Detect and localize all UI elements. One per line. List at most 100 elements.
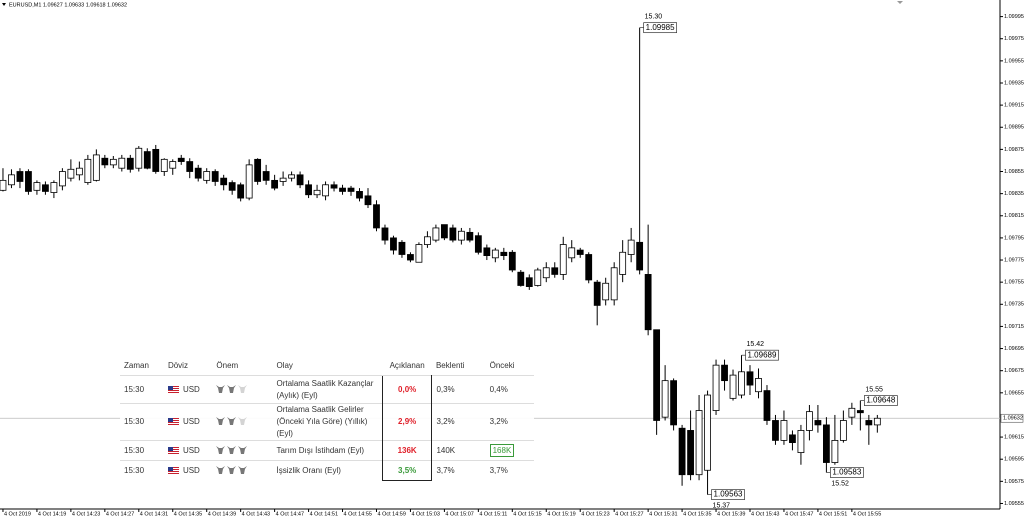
candle-body <box>203 171 211 181</box>
importance-icons <box>216 466 248 475</box>
time-cell: 15:30 <box>120 460 164 481</box>
calendar-row: 15:30 USD Ortalama Saatlik Kazançlar (Aylı… <box>120 375 534 404</box>
candle-body <box>8 174 15 186</box>
candle-body <box>347 187 355 192</box>
importance-bull <box>216 445 226 454</box>
candle-body <box>695 410 703 476</box>
y-tick-label: 1.09715 <box>1004 324 1024 330</box>
importance-bull <box>216 417 226 426</box>
candle-body <box>661 380 669 418</box>
flag <box>167 467 179 475</box>
candle-body <box>721 364 728 382</box>
flag-stripe <box>167 391 179 393</box>
candle-body <box>305 184 312 196</box>
candle-body <box>831 439 839 463</box>
flag-stripe <box>167 389 179 391</box>
candle-body <box>670 380 677 426</box>
flag-stripe <box>167 386 179 388</box>
importance-bull <box>238 445 248 454</box>
importance-cell <box>212 403 273 441</box>
previous-value: 168K <box>489 443 515 457</box>
column-header: Zaman <box>124 360 149 370</box>
actual-cell: 2,9% <box>381 403 433 441</box>
y-tick-label: 1.09655 <box>1004 390 1024 396</box>
annotation-price: 1.09583 <box>832 468 861 477</box>
previous-cell: 3,7% <box>485 460 534 481</box>
candle-body <box>483 247 491 257</box>
candle-body <box>644 274 652 331</box>
candle-body <box>738 371 745 396</box>
flag-stripe <box>167 419 179 421</box>
x-tick-label: 4 Oct 14:27 <box>106 511 134 517</box>
x-tick-label: 4 Oct 15:03 <box>411 511 439 517</box>
event-cell: Ortalama Saatlik Kazançlar (Aylık) (Eyl) <box>272 375 383 404</box>
shift-marker <box>897 1 903 4</box>
y-tick-label: 1.09735 <box>1004 302 1024 308</box>
flag-stripe <box>167 467 179 469</box>
x-tick-label: 4 Oct 14:43 <box>242 511 270 517</box>
flag-stripe <box>167 418 179 420</box>
candle-body <box>254 158 262 182</box>
candle-body <box>873 417 881 426</box>
currency-cell: USD <box>163 403 213 441</box>
x-tick-label: 4 Oct 15:15 <box>513 511 541 517</box>
candle-body <box>177 157 185 162</box>
candle-body <box>440 224 448 239</box>
importance-bull <box>238 417 248 426</box>
candle-body <box>109 158 117 166</box>
candle-body <box>25 171 32 192</box>
flag-stripe <box>167 420 179 422</box>
candle-body <box>42 184 49 192</box>
candle-body <box>143 151 151 169</box>
column-header: Açıklanan <box>389 360 425 370</box>
y-tick-label: 1.09775 <box>1004 257 1024 263</box>
candle-body <box>755 378 762 393</box>
candle-body <box>356 191 363 199</box>
y-tick-label: 1.09935 <box>1004 80 1024 86</box>
flag <box>167 385 179 393</box>
candle-body <box>585 254 593 281</box>
x-tick-label: 4 Oct 14:59 <box>377 511 405 517</box>
x-tick-label: 4 Oct 15:43 <box>751 511 779 517</box>
y-tick-label: 1.09555 <box>1004 501 1024 507</box>
flag <box>167 418 179 426</box>
flag-canton <box>167 385 173 390</box>
event-cell: Tarım Dışı İstihdam (Eyl) <box>272 440 383 461</box>
economic-calendar: Zaman Döviz Önem Olay Açıklanan Beklenti Öncek… <box>120 355 534 481</box>
candle-body <box>729 374 737 399</box>
annotation-box <box>745 349 779 361</box>
y-tick-label: 1.09875 <box>1004 147 1024 153</box>
y-tick-label: 1.09815 <box>1004 213 1024 219</box>
candle-body <box>627 239 635 255</box>
column-header: Beklenti <box>435 360 465 370</box>
y-tick-label: 1.09835 <box>1004 191 1024 197</box>
importance-bull <box>227 445 237 454</box>
chart-header: EURUSD,M1 1.09627 1.09633 1.09618 1.0963… <box>9 2 127 8</box>
candle-body <box>704 394 711 471</box>
candle-body <box>848 407 856 418</box>
previous-value: 0,4% <box>489 384 508 394</box>
x-tick-label: 4 Oct 15:23 <box>581 511 609 517</box>
column-header: Önceki <box>489 360 515 370</box>
candle-body <box>398 241 406 255</box>
actual-cell: 3,5% <box>381 460 433 481</box>
candle-body <box>500 251 508 257</box>
calendar-header: Zaman Döviz Önem Olay Açıklanan Beklenti Öncek… <box>120 355 534 376</box>
annotation-price: 1.09985 <box>646 23 675 32</box>
candle-body <box>58 171 66 187</box>
candle-body <box>16 171 24 182</box>
annotation-box <box>711 489 745 500</box>
currency: USD <box>182 445 200 455</box>
x-tick-label: 4 Oct 15:07 <box>445 511 473 517</box>
x-tick-label: 4 Oct 15:47 <box>785 511 813 517</box>
candle-body <box>576 249 584 255</box>
candle-body <box>542 267 550 279</box>
flag-stripe <box>167 421 179 423</box>
flag-stripe <box>167 452 179 454</box>
candle-body <box>806 411 813 431</box>
annotation-time: 15.52 <box>831 480 849 487</box>
importance-icons <box>216 445 248 454</box>
x-tick-label: 4 Oct 14:51 <box>310 511 338 517</box>
candle-body <box>237 184 245 199</box>
previous-cell: 3,2% <box>485 403 534 441</box>
